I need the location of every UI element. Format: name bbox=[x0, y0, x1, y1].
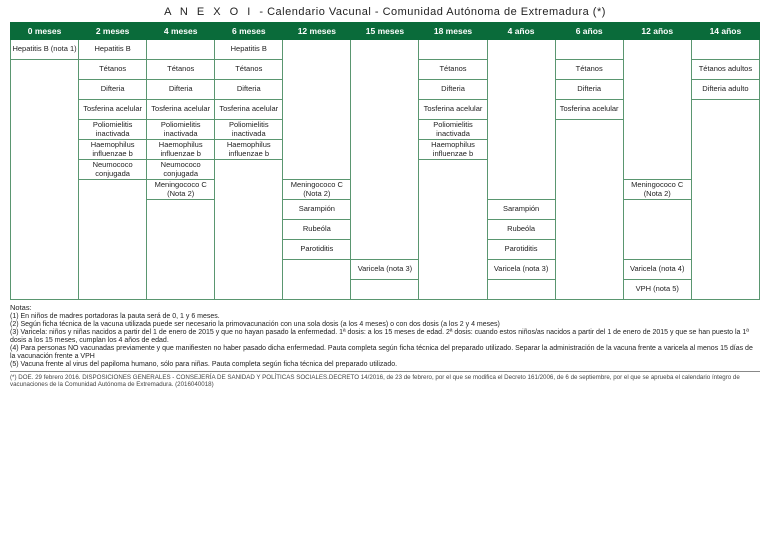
cell: Haemophilus influenzae b bbox=[147, 140, 215, 160]
title-sep: - bbox=[259, 6, 267, 18]
notes-header: Notas: bbox=[10, 304, 760, 313]
table-row: Hepatitis B (nota 1) Hepatitis B Hepatit… bbox=[11, 40, 760, 60]
col-head: 2 meses bbox=[79, 23, 147, 40]
cell: Difteria bbox=[215, 80, 283, 100]
cell: Hepatitis B bbox=[79, 40, 147, 60]
cell: Parotiditis bbox=[487, 240, 555, 260]
cell: Poliomielitis inactivada bbox=[419, 120, 487, 140]
cell-empty bbox=[487, 40, 555, 200]
note-line: (5) Vacuna frente al virus del papiloma … bbox=[10, 361, 760, 369]
cell-empty bbox=[623, 40, 691, 180]
page-title: A N E X O I - Calendario Vacunal - Comun… bbox=[10, 6, 760, 18]
col-head: 4 meses bbox=[147, 23, 215, 40]
cell: Tétanos adultos bbox=[691, 60, 759, 80]
cell-empty bbox=[11, 60, 79, 300]
cell-empty bbox=[419, 160, 487, 300]
cell: Tétanos bbox=[79, 60, 147, 80]
cell: Poliomielitis inactivada bbox=[215, 120, 283, 140]
cell: Neumococo conjugada bbox=[147, 160, 215, 180]
col-head: 15 meses bbox=[351, 23, 419, 40]
cell: Tétanos bbox=[147, 60, 215, 80]
footer-note: (*) DOE. 29 febrero 2016. DISPOSICIONES … bbox=[10, 371, 760, 388]
cell: Difteria bbox=[555, 80, 623, 100]
cell: Poliomielitis inactivada bbox=[79, 120, 147, 140]
cell: Meningococo C (Nota 2) bbox=[623, 180, 691, 200]
col-head: 0 meses bbox=[11, 23, 79, 40]
cell: Poliomielitis inactivada bbox=[147, 120, 215, 140]
cell: Tosferina acelular bbox=[147, 100, 215, 120]
cell: Meningococo C (Nota 2) bbox=[147, 180, 215, 200]
col-head: 18 meses bbox=[419, 23, 487, 40]
note-line: (2) Según ficha técnica de la vacuna uti… bbox=[10, 321, 760, 329]
title-main: Calendario Vacunal - Comunidad Autónoma … bbox=[267, 6, 606, 18]
cell: Tosferina acelular bbox=[419, 100, 487, 120]
cell-empty bbox=[79, 180, 147, 300]
header-row: 0 meses 2 meses 4 meses 6 meses 12 meses… bbox=[11, 23, 760, 40]
col-head: 4 años bbox=[487, 23, 555, 40]
table-body: Hepatitis B (nota 1) Hepatitis B Hepatit… bbox=[11, 40, 760, 300]
cell: Meningococo C (Nota 2) bbox=[283, 180, 351, 200]
cell: Sarampión bbox=[283, 200, 351, 220]
cell bbox=[555, 40, 623, 60]
cell: Tosferina acelular bbox=[79, 100, 147, 120]
note-line: (3) Varicela: niños y niñas nacidos a pa… bbox=[10, 329, 760, 345]
cell: Difteria bbox=[147, 80, 215, 100]
cell-empty bbox=[555, 120, 623, 300]
col-head: 6 años bbox=[555, 23, 623, 40]
cell: Varicela (nota 3) bbox=[487, 260, 555, 280]
cell bbox=[419, 40, 487, 60]
cell: Haemophilus influenzae b bbox=[215, 140, 283, 160]
cell: Tétanos bbox=[215, 60, 283, 80]
cell: Neumococo conjugada bbox=[79, 160, 147, 180]
cell: Hepatitis B bbox=[215, 40, 283, 60]
cell: Tétanos bbox=[419, 60, 487, 80]
cell-empty bbox=[147, 200, 215, 300]
cell-empty bbox=[283, 260, 351, 300]
cell: Sarampión bbox=[487, 200, 555, 220]
col-head: 6 meses bbox=[215, 23, 283, 40]
cell: Haemophilus influenzae b bbox=[419, 140, 487, 160]
cell: Varicela (nota 4) bbox=[623, 260, 691, 280]
col-head: 14 años bbox=[691, 23, 759, 40]
cell-empty bbox=[623, 200, 691, 260]
notes-block: Notas: (1) En niños de madres portadoras… bbox=[10, 304, 760, 369]
vaccine-table: 0 meses 2 meses 4 meses 6 meses 12 meses… bbox=[10, 22, 760, 300]
cell: Parotiditis bbox=[283, 240, 351, 260]
note-line: (1) En niños de madres portadoras la pau… bbox=[10, 313, 760, 321]
cell-empty bbox=[487, 280, 555, 300]
cell-empty bbox=[691, 100, 759, 300]
cell: Hepatitis B (nota 1) bbox=[11, 40, 79, 60]
cell-empty bbox=[351, 280, 419, 300]
cell bbox=[147, 40, 215, 60]
cell-empty bbox=[215, 160, 283, 300]
cell: Tosferina acelular bbox=[215, 100, 283, 120]
cell: Varicela (nota 3) bbox=[351, 260, 419, 280]
cell: Tétanos bbox=[555, 60, 623, 80]
cell: Difteria adulto bbox=[691, 80, 759, 100]
cell: Rubeóla bbox=[487, 220, 555, 240]
col-head: 12 años bbox=[623, 23, 691, 40]
cell: Rubeóla bbox=[283, 220, 351, 240]
col-head: 12 meses bbox=[283, 23, 351, 40]
cell: Difteria bbox=[79, 80, 147, 100]
cell-empty bbox=[283, 40, 351, 180]
cell-empty bbox=[351, 40, 419, 260]
title-prefix: A N E X O I bbox=[164, 6, 253, 18]
note-line: (4) Para personas NO vacunadas previamen… bbox=[10, 345, 760, 361]
cell: VPH (nota 5) bbox=[623, 280, 691, 300]
cell: Difteria bbox=[419, 80, 487, 100]
cell: Haemophilus influenzae b bbox=[79, 140, 147, 160]
cell: Tosferina acelular bbox=[555, 100, 623, 120]
cell bbox=[691, 40, 759, 60]
